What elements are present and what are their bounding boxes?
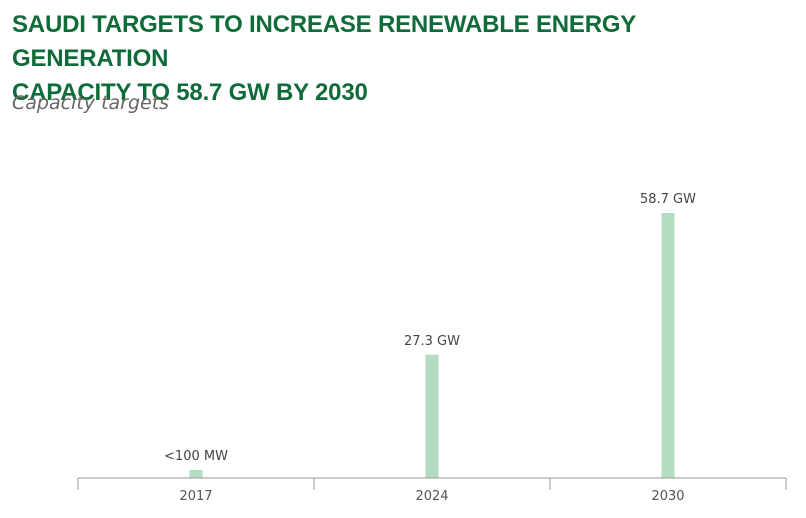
data-label-group: <100 MW 27.3 GW 58.7 GW: [164, 192, 696, 464]
bar-group: [189, 213, 675, 478]
data-label-2024: 27.3 GW: [404, 334, 460, 349]
chart-subtitle: Capacity targets: [12, 92, 170, 114]
x-tick-label-2030: 2030: [651, 489, 684, 504]
chart-title: SAUDI TARGETS TO INCREASE RENEWABLE ENER…: [12, 8, 792, 110]
x-tick-label-2024: 2024: [415, 489, 448, 504]
bar-2024: [425, 354, 439, 478]
x-axis: 2017 2024 2030: [77, 477, 787, 504]
bar-2030: [661, 213, 675, 478]
bar-2017: [189, 470, 203, 478]
chart-title-line-2: CAPACITY TO 58.7 GW BY 2030: [12, 79, 368, 106]
x-tick-label-2017: 2017: [179, 489, 212, 504]
data-label-2017: <100 MW: [164, 449, 228, 464]
data-label-2030: 58.7 GW: [640, 192, 696, 207]
chart-title-line-1: SAUDI TARGETS TO INCREASE RENEWABLE ENER…: [12, 11, 636, 72]
